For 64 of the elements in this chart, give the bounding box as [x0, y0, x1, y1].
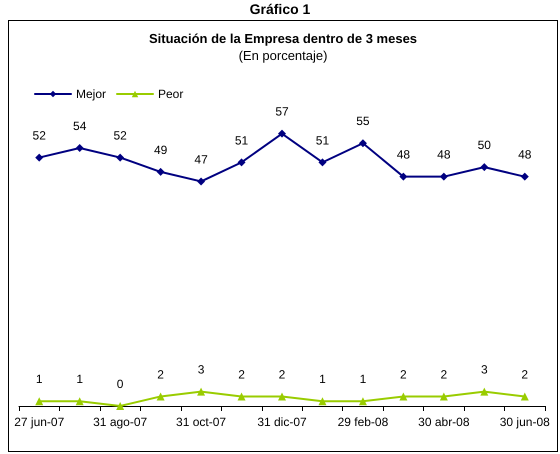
data-label: 1	[319, 372, 326, 386]
point	[520, 172, 529, 181]
data-label: 1	[76, 372, 84, 386]
point	[480, 388, 488, 396]
data-label: 2	[278, 367, 286, 382]
data-label: 2	[238, 367, 246, 382]
data-label: 2	[521, 367, 528, 382]
data-label: 47	[194, 152, 208, 166]
x-tick-label: 31 ago-07	[93, 415, 148, 429]
point	[399, 392, 408, 400]
data-label: 52	[113, 128, 128, 143]
point	[238, 158, 246, 166]
x-tick-label: 29 feb-08	[338, 415, 389, 429]
point	[278, 392, 286, 400]
data-label: 48	[437, 148, 451, 162]
point	[520, 392, 529, 400]
point	[116, 154, 124, 162]
data-label: 2	[440, 367, 448, 382]
point	[480, 163, 488, 172]
chart-title: Situación de la Empresa dentro de 3 meses	[148, 31, 418, 46]
data-label: 55	[356, 114, 370, 128]
point	[156, 392, 165, 400]
point	[76, 397, 84, 406]
point	[35, 397, 44, 406]
point	[440, 392, 448, 400]
point	[278, 130, 286, 138]
data-label: 2	[157, 367, 164, 382]
point	[197, 388, 206, 396]
x-tick-label: 31 dic-07	[257, 415, 308, 429]
data-label: 51	[234, 133, 249, 148]
point	[318, 397, 326, 406]
data-label: 3	[480, 362, 488, 377]
data-label: 48	[396, 148, 410, 162]
data-label: 57	[275, 104, 289, 119]
data-label: 1	[360, 372, 367, 386]
point	[318, 158, 326, 166]
point	[35, 154, 44, 162]
point	[440, 172, 448, 181]
x-tick-label: 30 jun-08	[500, 415, 550, 429]
point	[197, 177, 206, 186]
data-label: 1	[36, 372, 43, 386]
x-tick-label: 31 oct-07	[176, 415, 226, 429]
text: Gráfico 1	[248, 0, 312, 18]
x-tick-label: 30 abr-08	[418, 415, 470, 429]
point	[358, 139, 367, 148]
point	[358, 397, 367, 406]
point	[76, 144, 84, 152]
data-label: 52	[32, 128, 46, 143]
point	[238, 392, 246, 400]
point	[156, 168, 165, 176]
data-label: 48	[518, 148, 532, 162]
x-tick-label: 27 jun-07	[14, 415, 65, 429]
chart-subtitle: (En porcentaje)	[238, 48, 328, 63]
data-label: 0	[116, 377, 124, 391]
point	[399, 172, 408, 181]
legend-label: Peor	[158, 87, 184, 101]
data-label: 49	[154, 142, 168, 157]
data-label: 51	[316, 133, 330, 148]
data-label: 50	[478, 138, 492, 152]
data-label: 2	[400, 367, 408, 382]
data-label: 3	[198, 362, 205, 377]
data-label: 54	[73, 119, 87, 134]
legend-label: Mejor	[76, 87, 106, 101]
point	[116, 402, 124, 410]
